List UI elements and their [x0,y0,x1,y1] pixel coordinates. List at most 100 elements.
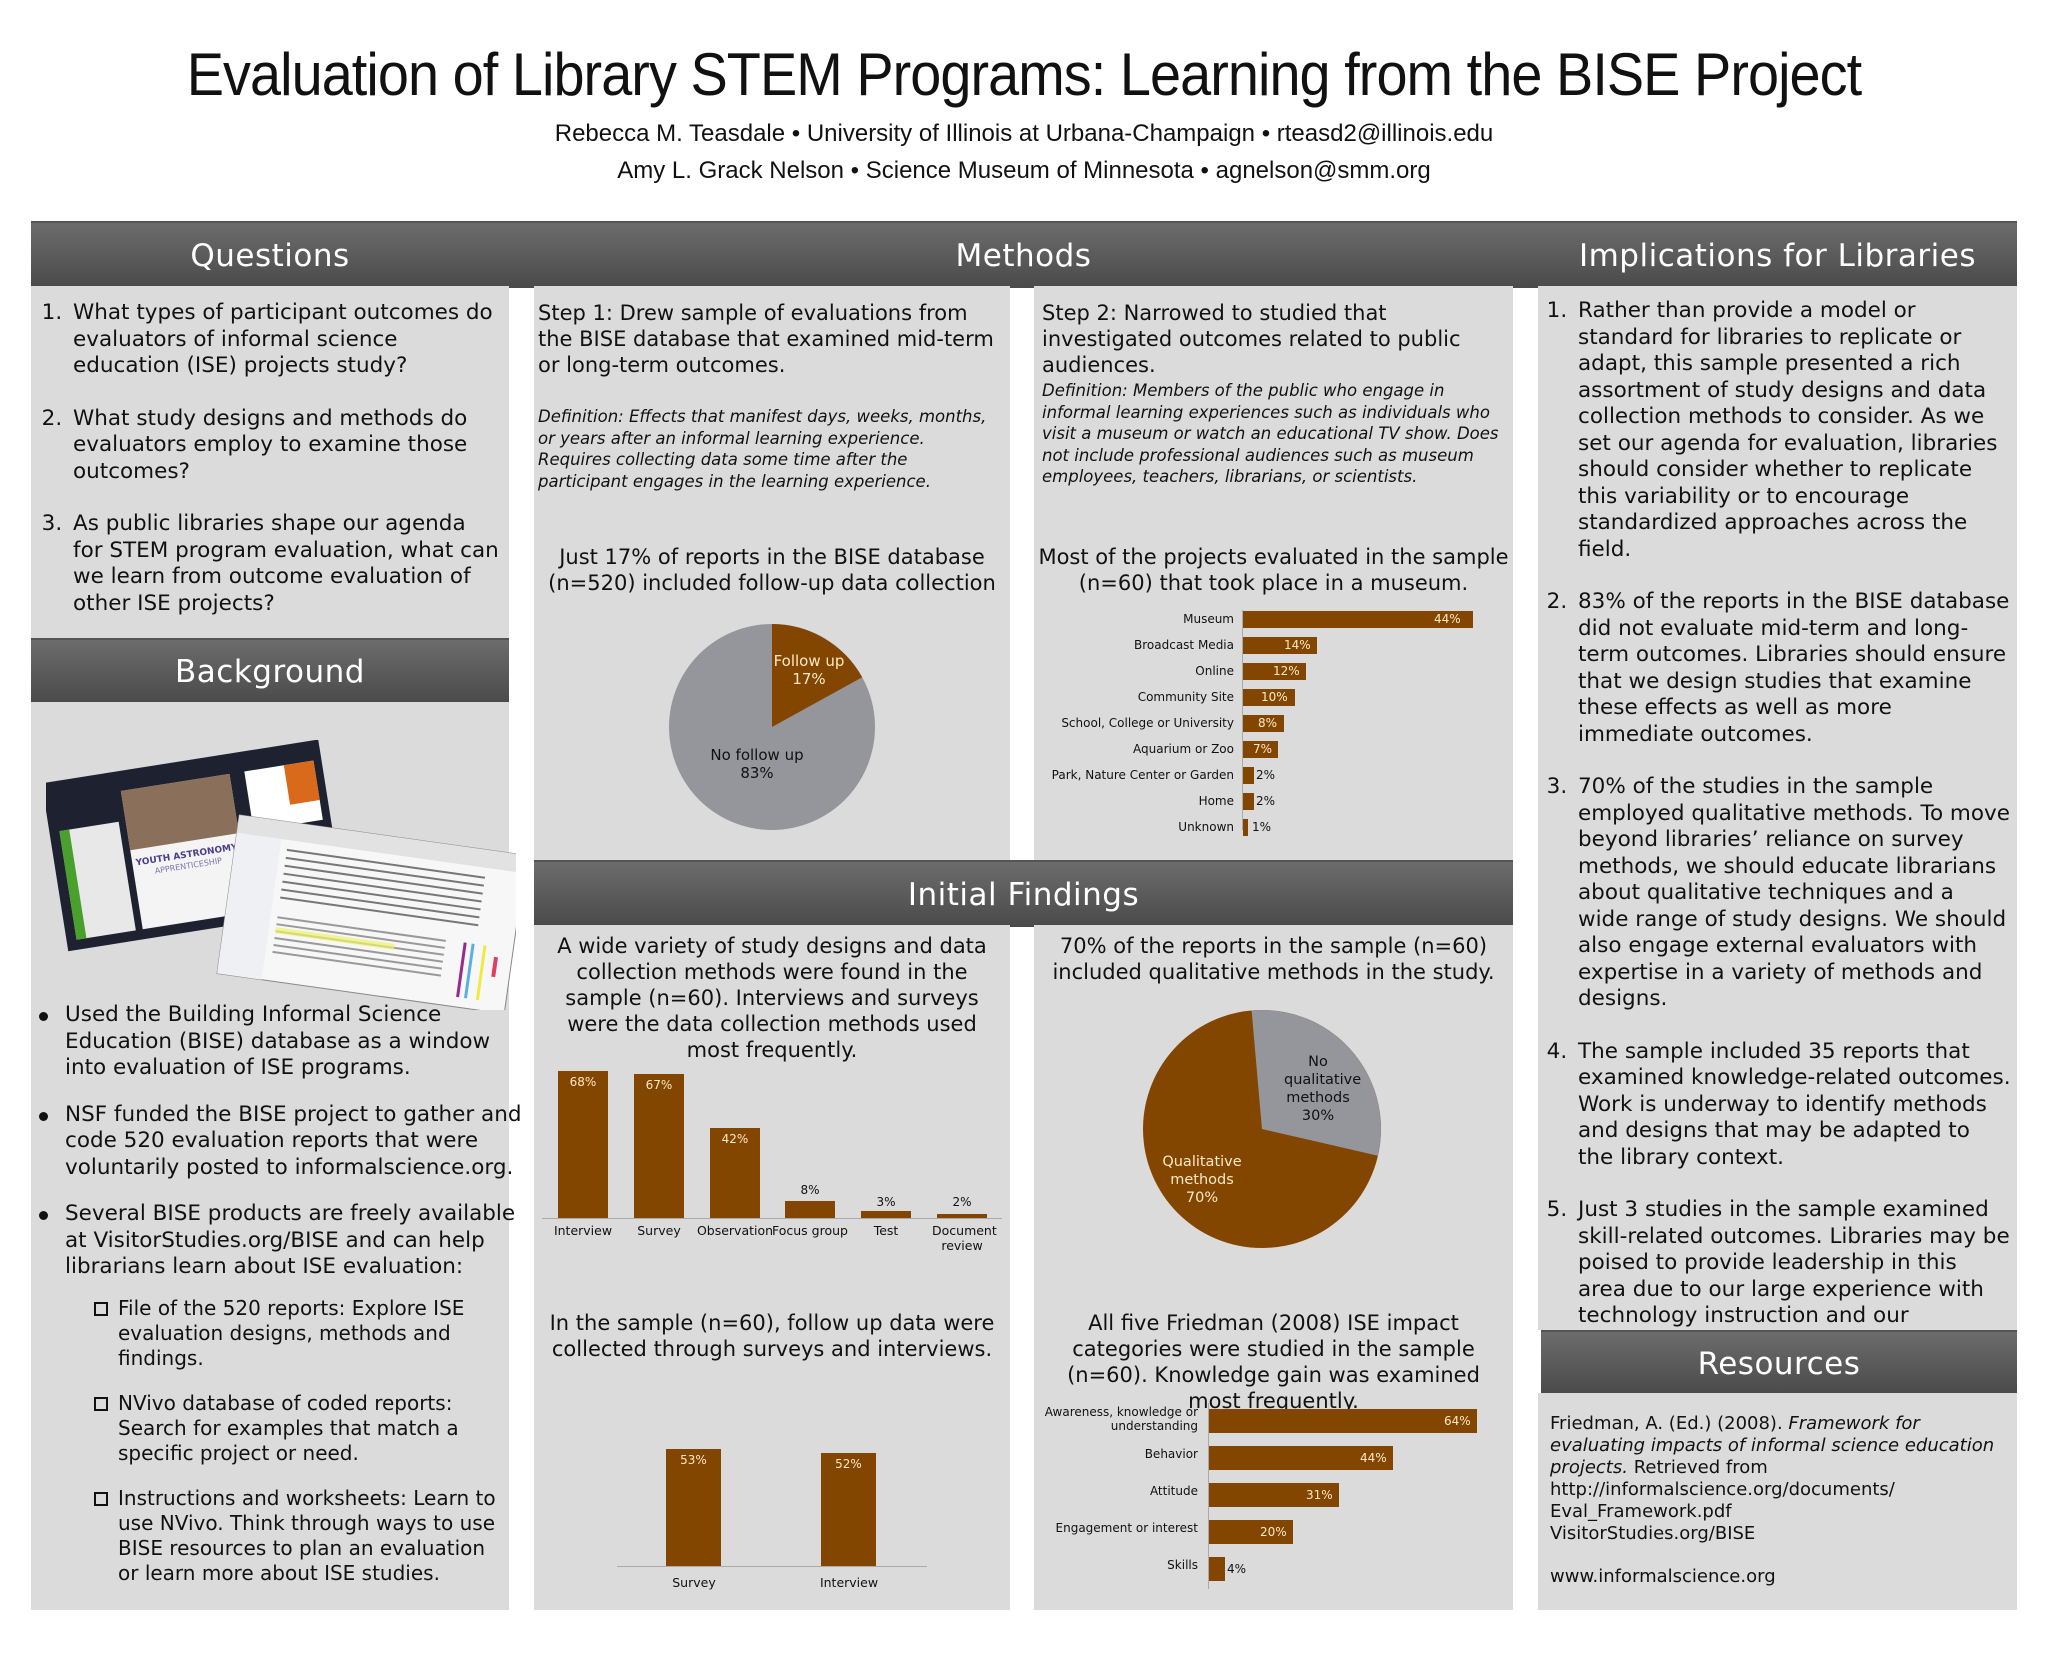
visitorstudies-link[interactable]: VisitorStudies.org/BISE [1550,1523,1756,1544]
bar-survey [634,1074,684,1218]
implication-item: Rather than provide a model or standard … [1574,298,2011,563]
bise-products-list: File of the 520 reports: Explore ISE eva… [94,1296,504,1606]
chart2-title: Most of the projects evaluated in the sa… [1038,545,1509,595]
bar-label: Online [1195,664,1234,678]
bar-value: 68% [569,1075,597,1089]
bar-label: Awareness, knowledge or understanding [1044,1405,1198,1433]
bar-observation [710,1128,760,1218]
bar-label: Aquarium or Zoo [1133,742,1234,756]
questions-list: What types of participant outcomes do ev… [31,286,509,617]
no-followup-value: 83% [740,764,774,782]
bar-test [861,1211,911,1218]
step1-definition: Definition: Effects that manifest days, … [538,407,987,491]
initial-findings-header: Initial Findings [534,860,1513,927]
background-bullets: Used the Building Informal Science Educa… [37,1002,525,1301]
methods-step1-panel: Step 1: Drew sample of evaluations from … [534,286,1010,860]
bar-label: Observation [696,1223,774,1238]
impact-bar-chart: Awareness, knowledge or understanding 64… [1034,1403,1513,1603]
no-followup-label: No follow up [710,746,804,764]
bar-awareness [1209,1409,1477,1433]
background-heading: Background [175,654,365,690]
followup-value: 17% [792,670,826,688]
implication-item: 70% of the studies in the sample employe… [1574,774,2011,1013]
implications-panel: Rather than provide a model or standard … [1538,286,2017,1355]
bar-label: Broadcast Media [1134,638,1234,652]
bar-value: 10% [1261,690,1288,704]
bar-aquarium-zoo [1243,741,1278,758]
findings-right-panel: 70% of the reports in the sample (n=60) … [1034,925,1513,1610]
question-item: What types of participant outcomes do ev… [69,300,501,380]
bar-survey-followup [666,1449,721,1566]
bar-value: 3% [876,1195,896,1209]
bar-label: Community Site [1137,690,1234,704]
bar-label: Survey [637,1223,681,1238]
bar-behavior [1209,1446,1393,1470]
bar-value: 20% [1260,1525,1287,1539]
bar-attitude [1209,1483,1339,1507]
settings-bar-chart: Museum 44% Broadcast Media 14% Online 12… [1034,610,1513,840]
no-qualitative-label: No qualitative methods [1284,1054,1362,1106]
bar-value: 44% [1360,1451,1387,1465]
bise-product-item: NVivo database of coded reports: Search … [94,1391,504,1466]
bar-label: Skills [1167,1558,1198,1572]
pie-slice-followup [772,624,863,727]
background-bullet: Used the Building Informal Science Educa… [39,1002,525,1082]
bar-engagement [1209,1520,1293,1544]
methods-heading: Methods [955,237,1092,274]
author-line-1: Rebecca M. Teasdale • University of Illi… [554,120,1494,147]
bar-document-review [937,1214,987,1218]
bar-label: Engagement or interest [1055,1521,1198,1535]
bar-value: 42% [721,1132,749,1146]
bar-label: Focus group [772,1223,848,1238]
bar-value: 8% [1258,716,1278,730]
implication-item: 83% of the reports in the BISE database … [1574,589,2011,748]
implication-item: The sample included 35 reports that exam… [1574,1039,2011,1172]
bise-product-item: Instructions and worksheets: Learn to us… [94,1486,504,1586]
author-line-2: Amy L. Grack Nelson • Science Museum of … [617,157,1431,184]
initial-findings-heading: Initial Findings [907,876,1140,913]
findings-left-panel: A wide variety of study designs and data… [534,925,1010,1610]
step1-text: Step 1: Drew sample of evaluations from … [538,301,994,377]
background-header: Background [31,638,509,704]
bar-interview-followup [821,1453,876,1566]
bar-value: 2% [1256,794,1276,808]
resources-header: Resources [1541,1330,2017,1395]
no-qualitative-value: 30% [1301,1108,1335,1124]
implications-heading: Implications for Libraries [1578,237,1977,274]
bar-school [1243,715,1284,732]
bar-value: 52% [835,1457,862,1471]
implications-list: Rather than provide a model or standard … [1538,286,2017,1356]
question-item: As public libraries shape our agenda for… [69,511,501,617]
bar-value: 8% [800,1183,820,1197]
question-item: What study designs and methods do evalua… [69,406,501,486]
chart3-title: A wide variety of study designs and data… [557,934,987,1062]
followup-pie-chart: Follow up 17% No follow up 83% [667,622,877,832]
followup-label: Follow up [773,652,845,670]
chart1-title: Just 17% of reports in the BISE database… [548,545,996,595]
bar-label: Document review [932,1223,997,1253]
bar-interview [558,1071,608,1218]
bar-label: Home [1198,794,1234,808]
bar-label: Interview [819,1575,879,1590]
background-bullet: Several BISE products are freely availab… [39,1201,525,1281]
methods-step2-panel: Step 2: Narrowed to studied that investi… [1034,286,1513,860]
bar-value: 31% [1306,1488,1333,1502]
bise-products-image: YOUTH ASTRONOMY APPRENTICESHIP [41,739,528,1015]
section-header-bar: Questions Methods Implications for Libra… [31,221,2017,288]
informalscience-link[interactable]: www.informalscience.org [1550,1566,1776,1587]
bar-value: 2% [952,1195,972,1209]
chart6-title: All five Friedman (2008) ISE impact cate… [1067,1311,1480,1413]
bar-value: 67% [645,1078,673,1092]
bar-label: Survey [672,1575,716,1590]
bar-value: 2% [1256,768,1276,782]
bar-community-site [1243,689,1295,706]
bar-museum [1243,611,1473,628]
bise-product-item: File of the 520 reports: Explore ISE eva… [94,1296,504,1371]
bar-unknown [1243,819,1248,836]
resources-heading: Resources [1697,1345,1861,1382]
bar-home [1243,793,1254,810]
bar-label: Interview [553,1223,613,1238]
bar-value: 1% [1252,820,1272,834]
bar-broadcast-media [1243,637,1317,654]
qualitative-value: 70% [1185,1190,1219,1206]
